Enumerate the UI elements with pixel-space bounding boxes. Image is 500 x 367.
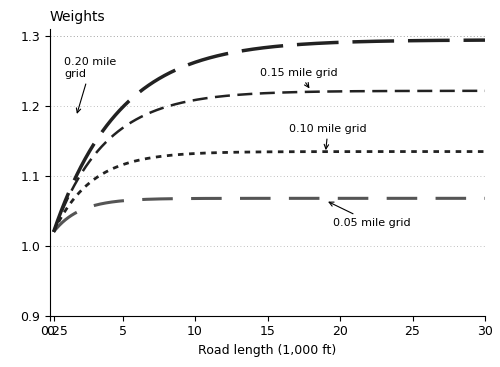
Text: 0.05 mile grid: 0.05 mile grid: [329, 202, 410, 228]
Text: 0.10 mile grid: 0.10 mile grid: [289, 124, 367, 149]
Text: 0.15 mile grid: 0.15 mile grid: [260, 68, 338, 87]
Text: Weights: Weights: [50, 10, 106, 24]
X-axis label: Road length (1,000 ft): Road length (1,000 ft): [198, 344, 336, 357]
Text: 0.20 mile
grid: 0.20 mile grid: [64, 57, 117, 113]
